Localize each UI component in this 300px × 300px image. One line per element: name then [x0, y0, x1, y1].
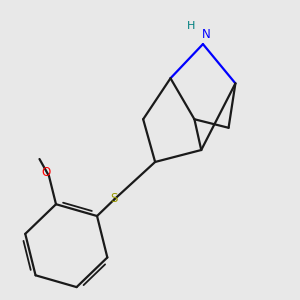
Text: O: O	[41, 166, 50, 179]
Text: N: N	[202, 28, 211, 41]
Text: H: H	[187, 21, 195, 31]
Text: S: S	[110, 192, 118, 206]
